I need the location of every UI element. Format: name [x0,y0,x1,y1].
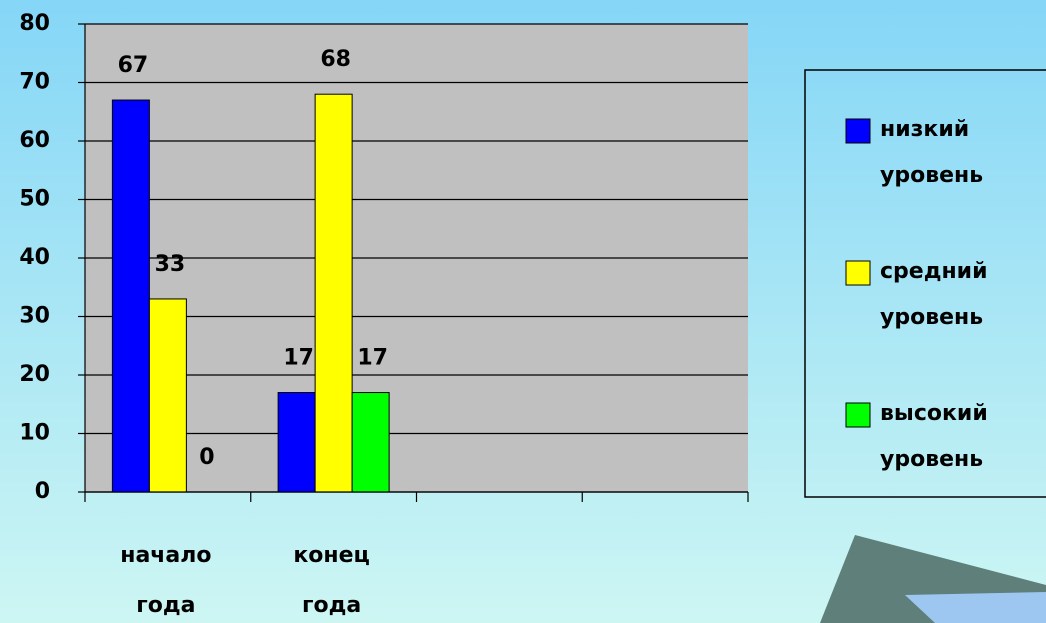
y-tick-label: 40 [19,245,50,270]
x-tick-label: конец года [293,543,369,618]
data-label: 17 [283,346,314,371]
legend-swatch [845,260,871,286]
legend-swatch [845,118,871,144]
legend-swatch [845,402,871,428]
legend-label: высокий уровень [880,401,988,472]
x-tick-label: начало года [120,543,211,618]
y-tick-label: 20 [19,362,50,387]
legend-label: средний уровень [880,259,988,330]
data-label: 0 [199,445,214,470]
data-label: 67 [118,53,149,78]
data-label: 33 [155,252,186,277]
y-tick-label: 0 [35,479,50,504]
data-label: 17 [357,346,388,371]
legend-box [804,69,1046,498]
bar [277,392,316,493]
y-tick-label: 10 [19,421,50,446]
y-tick-label: 60 [19,128,50,153]
bar [148,298,187,493]
bar [314,93,353,493]
bar [111,99,150,493]
y-tick-label: 50 [19,187,50,212]
bar [351,392,390,493]
decor-shape [905,592,1046,623]
y-tick-label: 70 [19,70,50,95]
y-tick-label: 80 [19,11,50,36]
data-label: 68 [320,47,351,72]
legend-label: низкий уровень [880,117,983,188]
y-tick-label: 30 [19,304,50,329]
